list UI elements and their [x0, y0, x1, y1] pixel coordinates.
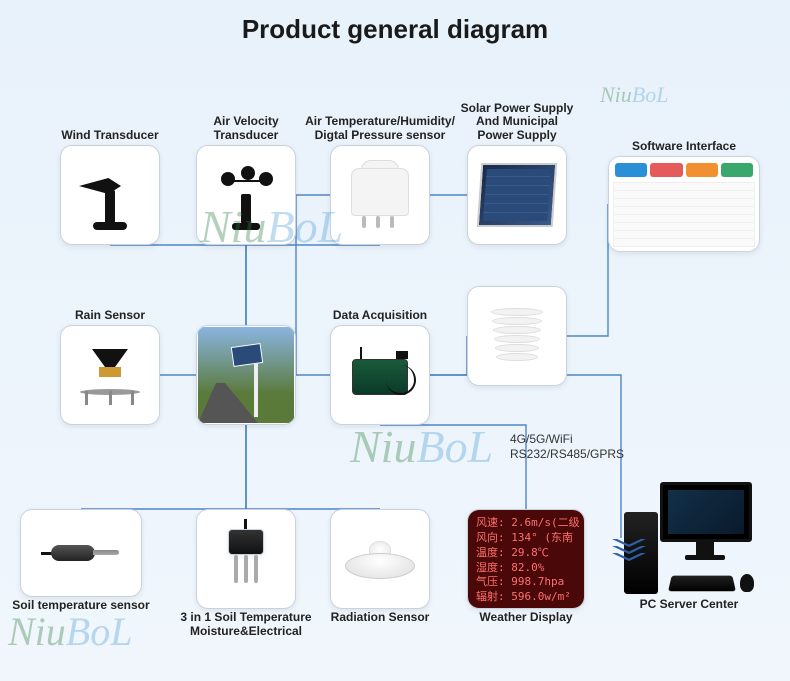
node-pc: PC Server Center: [621, 480, 757, 596]
daq-label: Data Acquisition: [333, 309, 427, 323]
node-station: [196, 325, 296, 425]
protocol-line-2: RS232/RS485/GPRS: [510, 447, 624, 462]
solar-label: Solar Power SupplyAnd MunicipalPower Sup…: [437, 102, 597, 143]
airvel-icon: [196, 145, 296, 245]
pc-label: PC Server Center: [640, 598, 739, 612]
soil3-label: 3 in 1 Soil TemperatureMoisture&Electric…: [166, 611, 326, 639]
soil3-icon: [196, 509, 296, 609]
node-wind: Wind Transducer: [60, 145, 160, 245]
rain-label: Rain Sensor: [75, 309, 145, 323]
watermark: NiuBoL: [350, 420, 493, 473]
watermark: NiuBoL: [600, 82, 668, 108]
node-sw: Software Interface: [608, 156, 760, 252]
soiltemp-icon: [20, 509, 142, 597]
rad-label: Radiation Sensor: [331, 611, 430, 625]
soiltemp-label: Soil temperature sensor: [12, 599, 149, 613]
node-soiltemp: Soil temperature sensor: [20, 509, 142, 597]
node-rad: Radiation Sensor: [330, 509, 430, 609]
rain-icon: [60, 325, 160, 425]
node-airvel: Air VelocityTransducer: [196, 145, 296, 245]
ath-icon: [330, 145, 430, 245]
wind-label: Wind Transducer: [61, 129, 158, 143]
ath-label: Air Temperature/Humidity/Digtal Pressure…: [300, 115, 460, 143]
sw-label: Software Interface: [632, 140, 736, 154]
wdisp-label: Weather Display: [479, 611, 572, 625]
rad-icon: [330, 509, 430, 609]
daq-icon: [330, 325, 430, 425]
louver-icon: [467, 286, 567, 386]
download-chevrons: [612, 540, 646, 561]
node-louver: [467, 286, 567, 386]
wind-icon: [60, 145, 160, 245]
sw-icon: [608, 156, 760, 252]
connection-protocols: 4G/5G/WiFi RS232/RS485/GPRS: [510, 432, 624, 462]
node-soil3: 3 in 1 Soil TemperatureMoisture&Electric…: [196, 509, 296, 609]
node-rain: Rain Sensor: [60, 325, 160, 425]
watermark: NiuBoL: [8, 608, 132, 655]
node-wdisp: 风速: 2.6m/s(二级风向: 134° (东南温度: 29.8℃湿度: 82…: [467, 509, 585, 609]
solar-icon: [467, 145, 567, 245]
page-title: Product general diagram: [0, 14, 790, 45]
node-ath: Air Temperature/Humidity/Digtal Pressure…: [330, 145, 430, 245]
wdisp-icon: 风速: 2.6m/s(二级风向: 134° (东南温度: 29.8℃湿度: 82…: [467, 509, 585, 609]
node-solar: Solar Power SupplyAnd MunicipalPower Sup…: [467, 145, 567, 245]
station-icon: [196, 325, 296, 425]
pc-icon: [621, 480, 757, 596]
node-daq: Data Acquisition: [330, 325, 430, 425]
protocol-line-1: 4G/5G/WiFi: [510, 432, 624, 447]
